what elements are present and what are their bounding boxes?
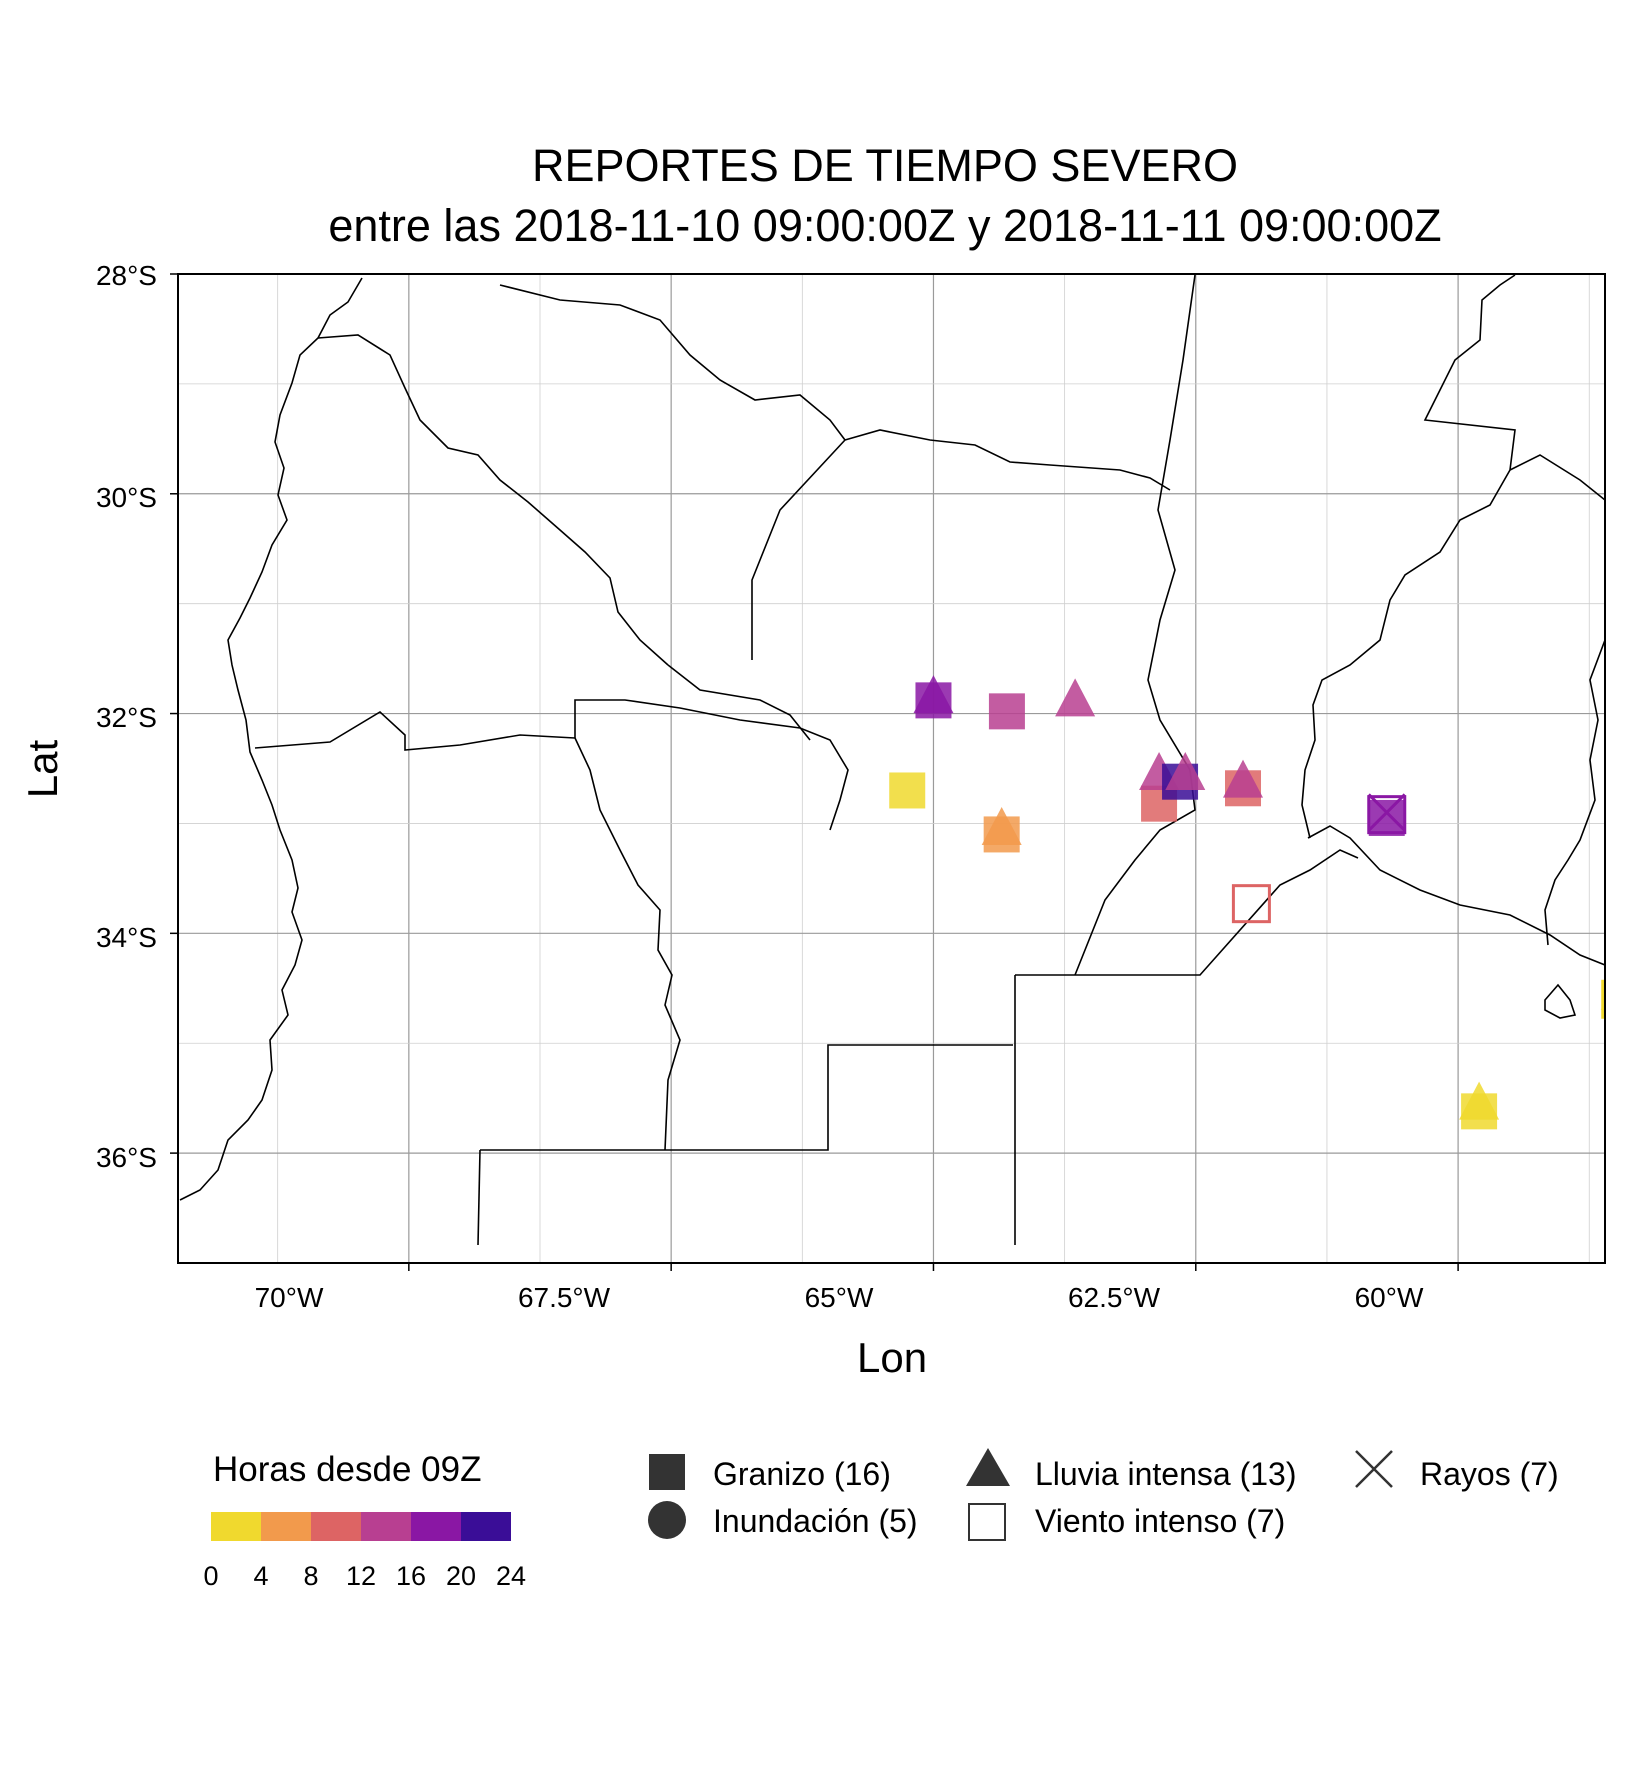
color-legend-break: 24 — [495, 1561, 527, 1591]
legend-key-rayos — [1355, 1450, 1393, 1488]
color-legend-break: 0 — [203, 1561, 219, 1591]
boundary-line — [1423, 274, 1516, 471]
boundary-line — [499, 284, 846, 441]
x-tick-label: 62.5°W — [1067, 1282, 1161, 1313]
rayos-marker — [1367, 793, 1406, 832]
lluvia-marker — [1055, 678, 1096, 717]
x-tick-label: 60°W — [1354, 1282, 1424, 1313]
color-legend-swatch — [461, 1512, 511, 1541]
lluvia-marker — [913, 675, 954, 714]
legend-label-granizo: Granizo (16) — [713, 1456, 891, 1492]
viento-marker — [1367, 795, 1407, 835]
x-axis-title: Lon — [857, 1334, 928, 1381]
panel-background — [178, 274, 1605, 1263]
y-tick-label: 32°S — [95, 702, 157, 733]
boundary-line — [179, 277, 363, 1201]
y-tick-label: 28°S — [95, 260, 157, 291]
boundary-line — [1015, 849, 1359, 976]
boundary-line — [1301, 469, 1511, 839]
lluvia-marker — [981, 806, 1022, 845]
boundary-line — [317, 334, 669, 666]
x-tick-label: 67.5°W — [517, 1282, 611, 1313]
color-legend-swatch — [211, 1512, 261, 1541]
color-legend-swatch — [411, 1512, 461, 1541]
boundary-line — [254, 711, 576, 751]
y-tick-label: 34°S — [95, 922, 157, 953]
boundary-line — [574, 737, 681, 1151]
color-legend-swatch — [361, 1512, 411, 1541]
chart-title: REPORTES DE TIEMPO SEVERO — [531, 140, 1238, 191]
legend-key-granizo — [649, 1454, 685, 1490]
viento-marker — [1601, 979, 1605, 1019]
boundary-line — [480, 1044, 1013, 1151]
color-legend-break: 12 — [345, 1561, 377, 1591]
color-legend-break: 4 — [253, 1561, 269, 1591]
lluvia-marker — [1223, 759, 1264, 798]
color-legend-title: Horas desde 09Z — [213, 1450, 482, 1489]
boundaries — [179, 274, 1605, 1246]
boundary-line — [667, 664, 811, 741]
boundary-line — [1544, 639, 1605, 946]
legend-label-lluvia: Lluvia intensa (13) — [1035, 1456, 1297, 1492]
boundary-line — [1544, 983, 1577, 1019]
boundary-line — [1509, 454, 1605, 501]
lluvia-marker — [1165, 751, 1206, 790]
color-legend-break: 16 — [395, 1561, 427, 1591]
granizo-marker — [988, 693, 1025, 730]
lluvia-marker — [1600, 1001, 1605, 1010]
boundary-line — [1074, 274, 1196, 976]
boundary-line — [844, 429, 1171, 491]
boundary-line — [574, 699, 849, 831]
legend-key-inundacion — [648, 1501, 686, 1539]
legend-label-viento: Viento intenso (7) — [1035, 1503, 1286, 1539]
viento-marker — [1231, 884, 1271, 924]
legend-key-viento — [968, 1503, 1006, 1541]
boundary-line — [1307, 825, 1605, 966]
boundary-line — [477, 1149, 481, 1246]
y-tick-label: 30°S — [95, 482, 157, 513]
color-legend-break: 20 — [445, 1561, 477, 1591]
granizo-marker — [1368, 799, 1405, 836]
grid — [178, 274, 1605, 1263]
x-tick-label: 70°W — [254, 1282, 324, 1313]
legend-label-rayos: Rayos (7) — [1420, 1456, 1559, 1492]
panel-border — [177, 273, 1606, 1264]
legend-label-inundacion: Inundación (5) — [713, 1503, 918, 1539]
color-legend-swatch — [261, 1512, 311, 1541]
y-tick-label: 36°S — [95, 1142, 157, 1173]
boundary-line — [751, 439, 846, 660]
points — [889, 675, 1633, 1130]
chart-subtitle: entre las 2018-11-10 09:00:00Z y 2018-11… — [328, 200, 1442, 251]
legend-key-lluvia — [966, 1448, 1010, 1486]
inundacion-marker — [1609, 987, 1633, 1011]
x-tick-label: 65°W — [804, 1282, 874, 1313]
color-legend-break: 8 — [303, 1561, 319, 1591]
color-legend-swatch — [311, 1512, 361, 1541]
granizo-marker — [889, 772, 926, 809]
y-axis-title: Lat — [19, 739, 67, 799]
lluvia-marker — [1459, 1081, 1500, 1120]
